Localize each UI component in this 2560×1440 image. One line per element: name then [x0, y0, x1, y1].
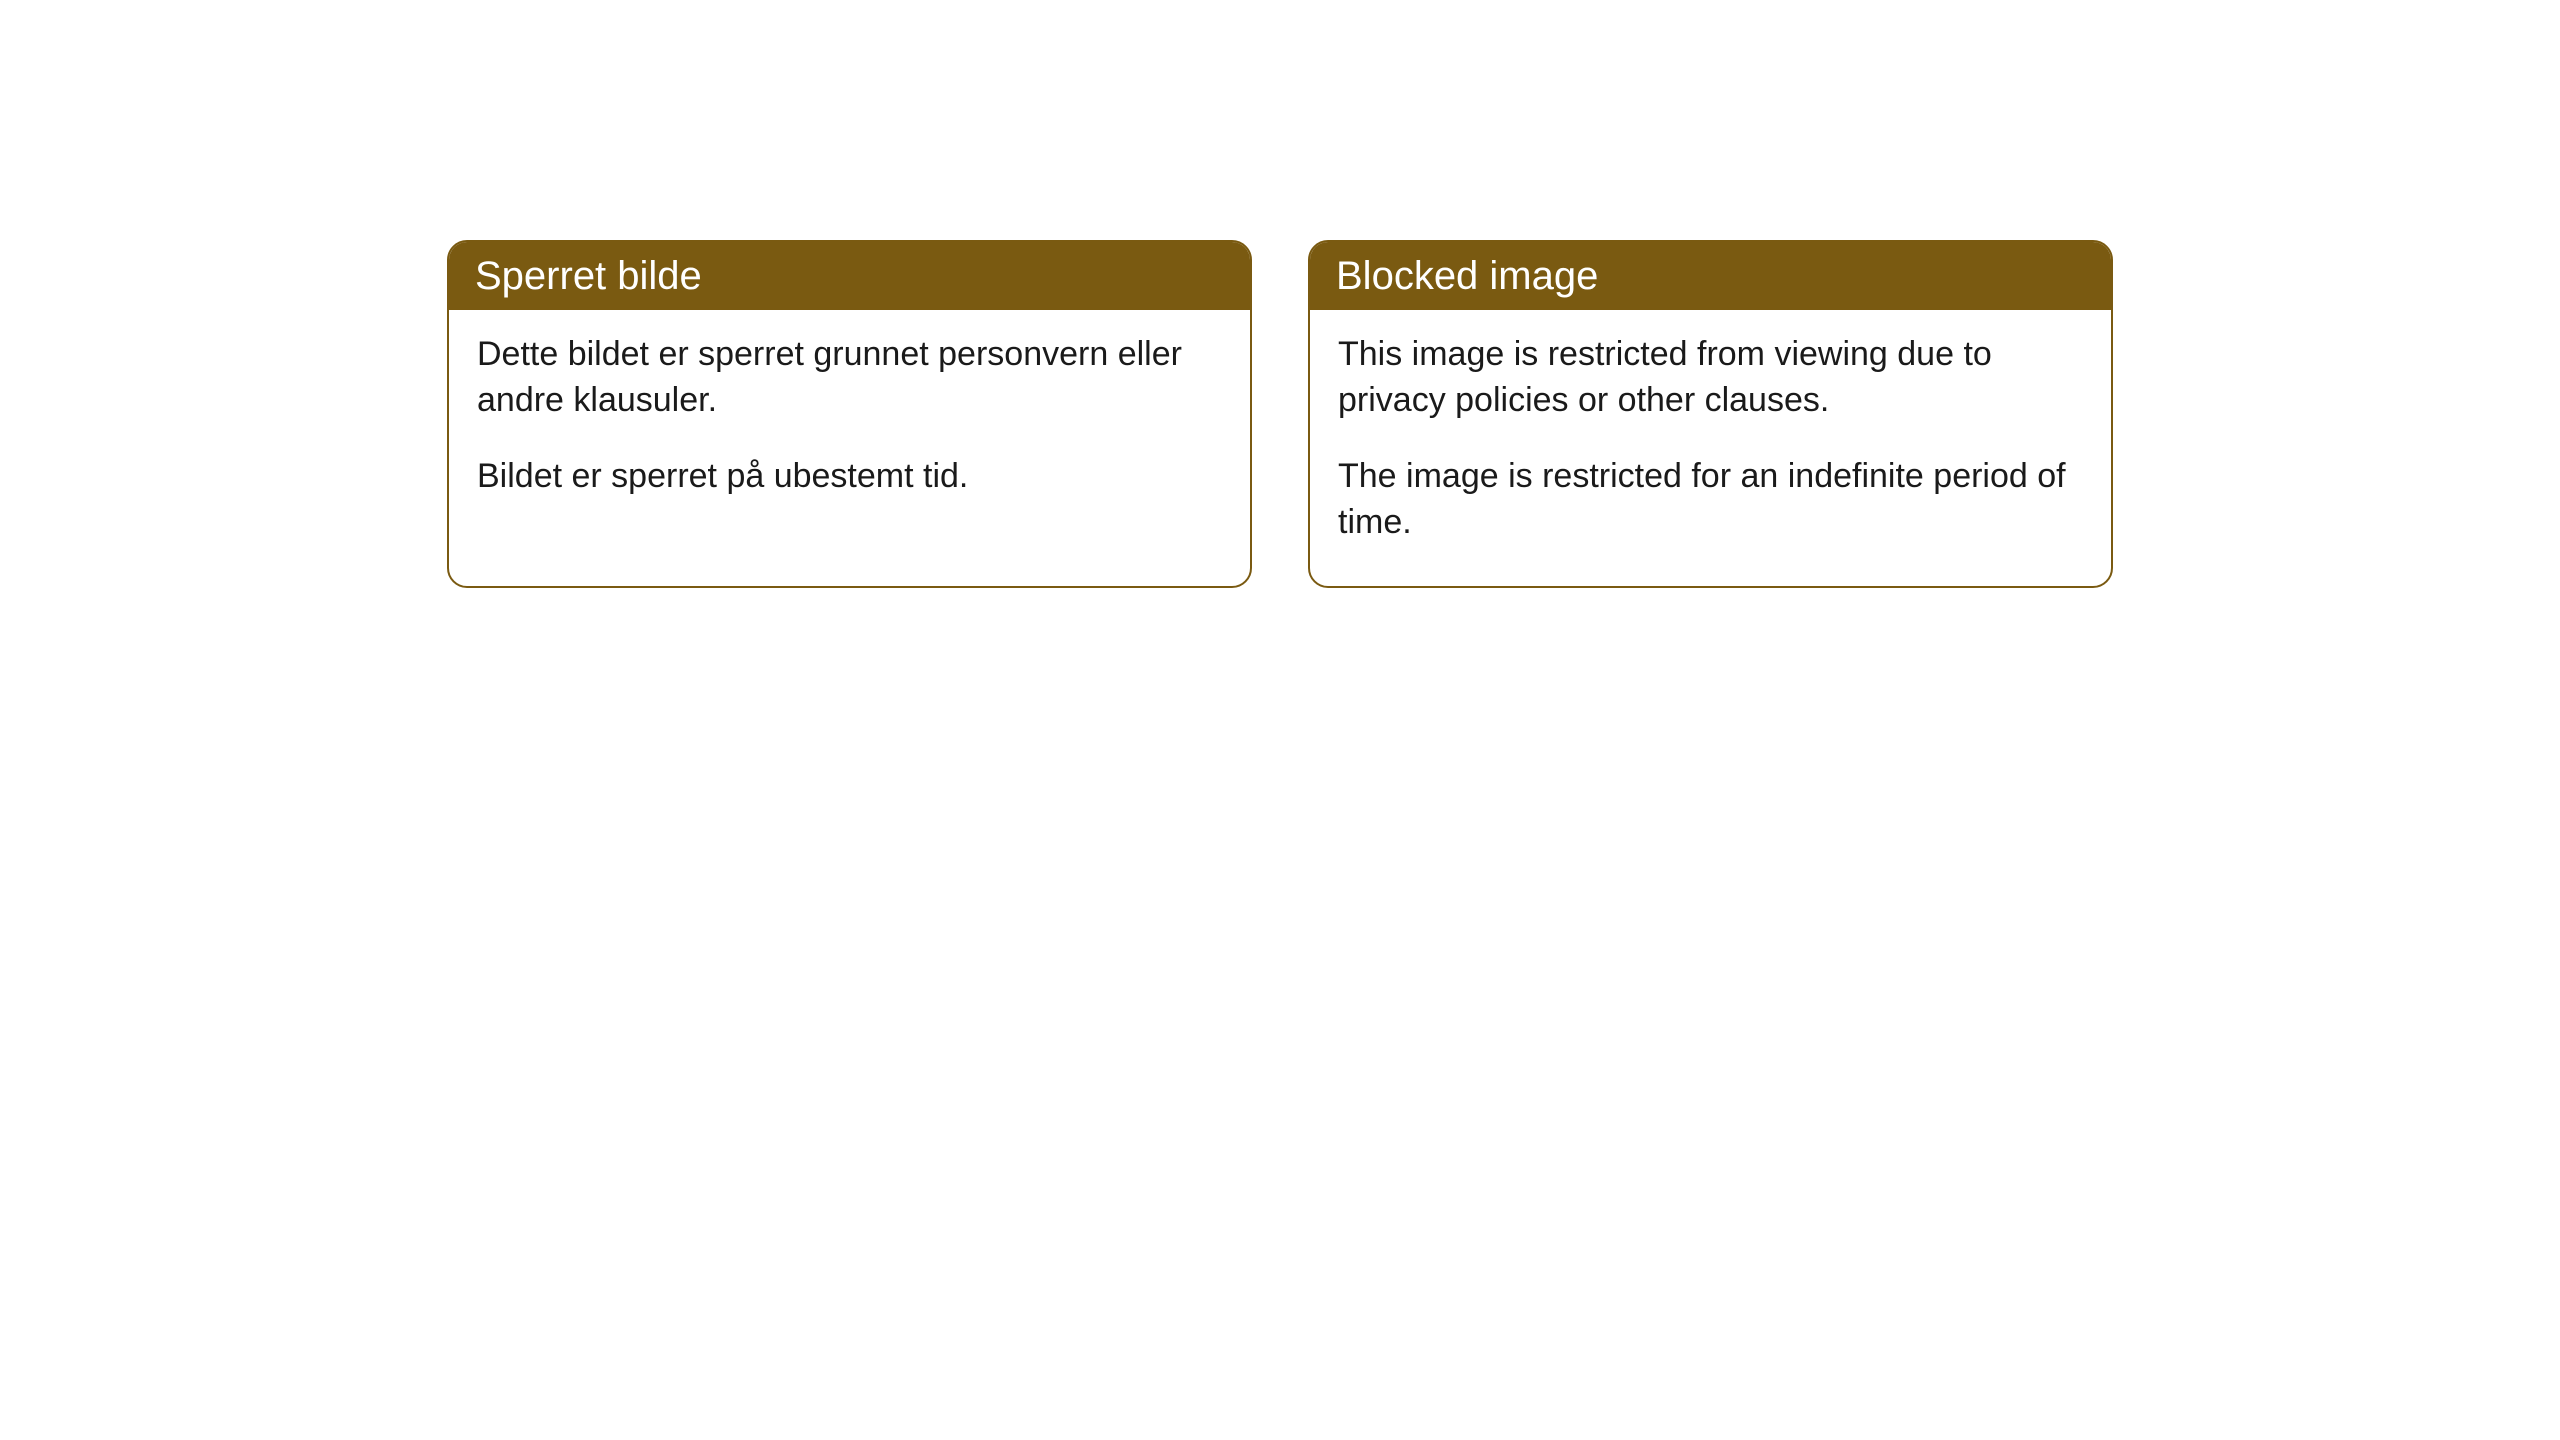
card-title: Blocked image: [1310, 242, 2111, 310]
card-title: Sperret bilde: [449, 242, 1250, 310]
card-paragraph: This image is restricted from viewing du…: [1338, 332, 2083, 424]
card-paragraph: Dette bildet er sperret grunnet personve…: [477, 332, 1222, 424]
blocked-image-card-no: Sperret bilde Dette bildet er sperret gr…: [447, 240, 1252, 588]
notice-cards-container: Sperret bilde Dette bildet er sperret gr…: [447, 240, 2113, 588]
card-body: Dette bildet er sperret grunnet personve…: [449, 310, 1250, 540]
card-paragraph: The image is restricted for an indefinit…: [1338, 454, 2083, 546]
blocked-image-card-en: Blocked image This image is restricted f…: [1308, 240, 2113, 588]
card-paragraph: Bildet er sperret på ubestemt tid.: [477, 454, 1222, 500]
card-body: This image is restricted from viewing du…: [1310, 310, 2111, 586]
